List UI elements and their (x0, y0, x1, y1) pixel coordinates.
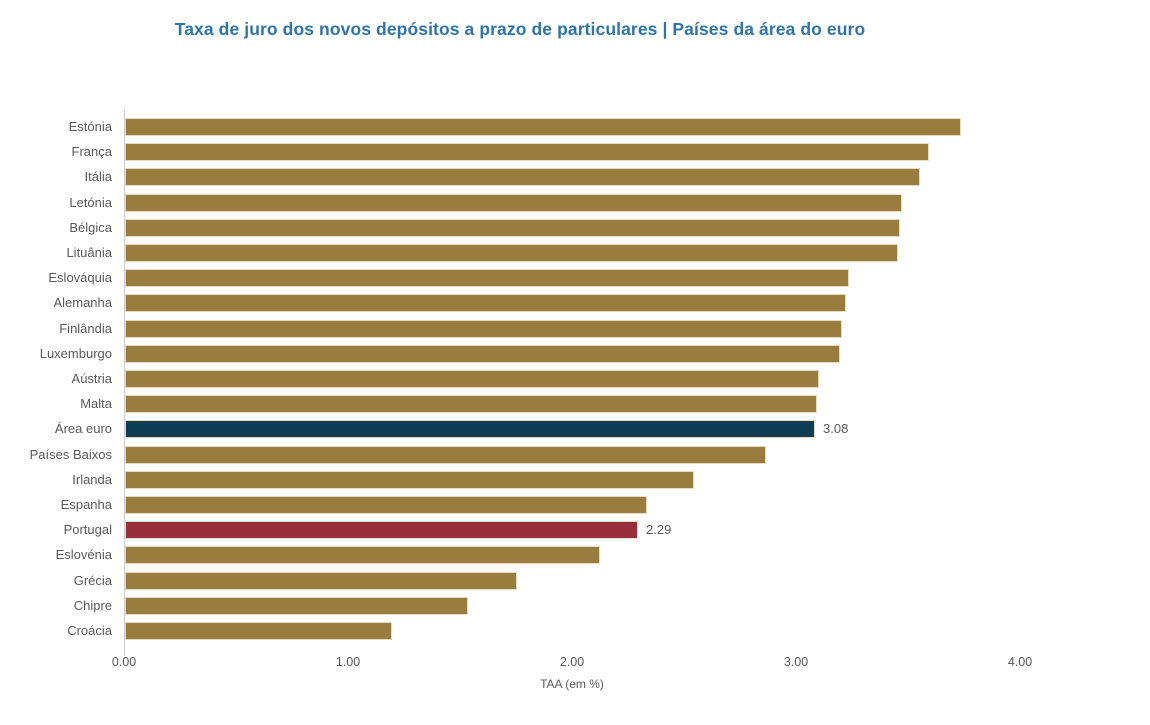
bar (125, 244, 898, 262)
category-label: Croácia (67, 623, 112, 638)
category-label: Estónia (68, 119, 112, 134)
x-tick-label: 3.00 (783, 655, 809, 669)
category-label: Área euro (54, 421, 112, 436)
bar (125, 269, 849, 287)
bar (125, 345, 840, 363)
bar (125, 143, 929, 161)
category-label: Eslováquia (48, 270, 112, 285)
category-label: Lituânia (66, 245, 112, 260)
category-label: Malta (80, 396, 112, 411)
category-label: Alemanha (53, 295, 112, 310)
category-label: Finlândia (59, 321, 112, 336)
bar (125, 370, 819, 388)
bar (125, 219, 900, 237)
x-axis-title: TAA (em %) (540, 677, 604, 691)
category-label: Eslovénia (55, 547, 112, 562)
x-tick-label: 2.00 (559, 655, 585, 669)
category-label: Espanha (60, 497, 112, 512)
bar (125, 294, 846, 312)
x-tick-label: 4.00 (1007, 655, 1033, 669)
category-label: Bélgica (69, 220, 112, 235)
bar (125, 420, 815, 438)
bar (125, 446, 766, 464)
x-tick-label: 1.00 (335, 655, 361, 669)
category-label: França (71, 144, 112, 159)
category-label: Itália (84, 169, 112, 184)
chart-title: Taxa de juro dos novos depósitos a prazo… (174, 19, 866, 39)
bar (125, 521, 638, 539)
category-label: Irlanda (72, 472, 112, 487)
category-label: Países Baixos (29, 447, 112, 462)
category-label: Letónia (69, 195, 112, 210)
bar (125, 622, 392, 640)
bar (125, 597, 468, 615)
category-label: Portugal (63, 522, 112, 537)
category-label: Chipre (73, 598, 112, 613)
y-axis-line (124, 110, 125, 656)
bar (125, 546, 600, 564)
bar (125, 118, 961, 136)
bar (125, 320, 842, 338)
x-tick-label: 0.00 (111, 655, 137, 669)
category-label: Aústria (71, 371, 112, 386)
category-label: Luxemburgo (39, 346, 112, 361)
bar (125, 168, 920, 186)
bar (125, 194, 902, 212)
bar-value-label: 3.08 (823, 421, 849, 436)
bar (125, 572, 517, 590)
bar (125, 496, 647, 514)
bar (125, 395, 817, 413)
bar-value-label: 2.29 (646, 522, 672, 537)
category-label: Grécia (73, 573, 112, 588)
bar (125, 471, 694, 489)
